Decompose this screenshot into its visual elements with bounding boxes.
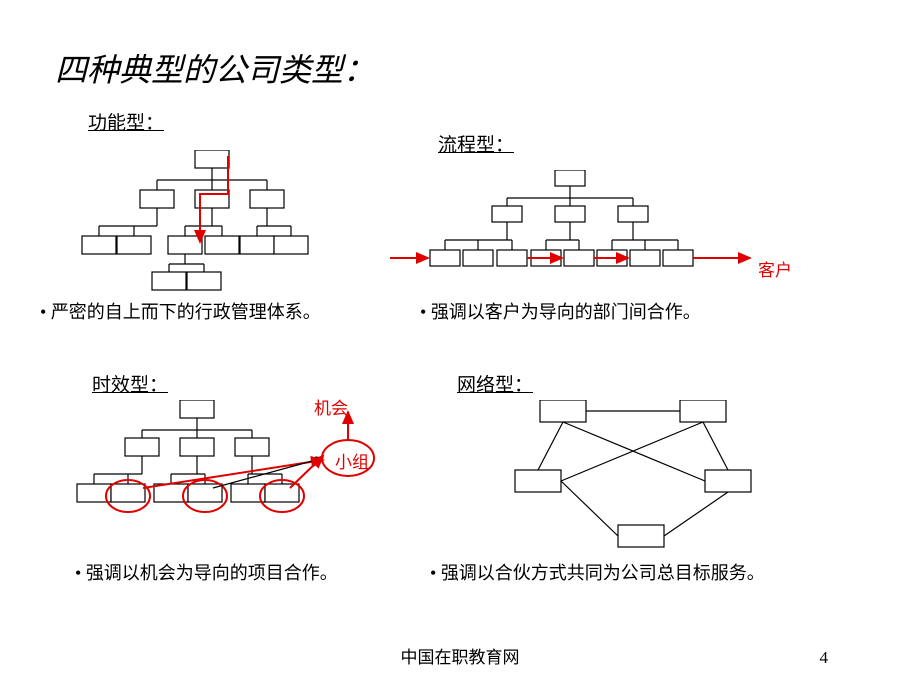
diagram-network <box>480 400 820 570</box>
footer-page: 4 <box>820 648 829 668</box>
slide-title: 四种典型的公司类型： <box>55 45 375 91</box>
label-functional: 功能型： <box>88 108 164 135</box>
diagram-functional <box>50 150 370 310</box>
slide: 四种典型的公司类型： 功能型： 流程型： 时效型： 网络型： 严密的自上而下的行… <box>0 0 920 690</box>
footer-center: 中国在职教育网 <box>0 643 920 668</box>
label-process: 流程型： <box>438 130 514 157</box>
bullet-process: 强调以客户为导向的部门间合作。 <box>420 298 701 324</box>
diagram-timely <box>55 400 415 560</box>
label-timely: 时效型： <box>92 370 168 397</box>
diagram-process <box>390 170 810 290</box>
bullet-timely: 强调以机会为导向的项目合作。 <box>75 559 338 585</box>
label-network: 网络型： <box>457 370 533 397</box>
